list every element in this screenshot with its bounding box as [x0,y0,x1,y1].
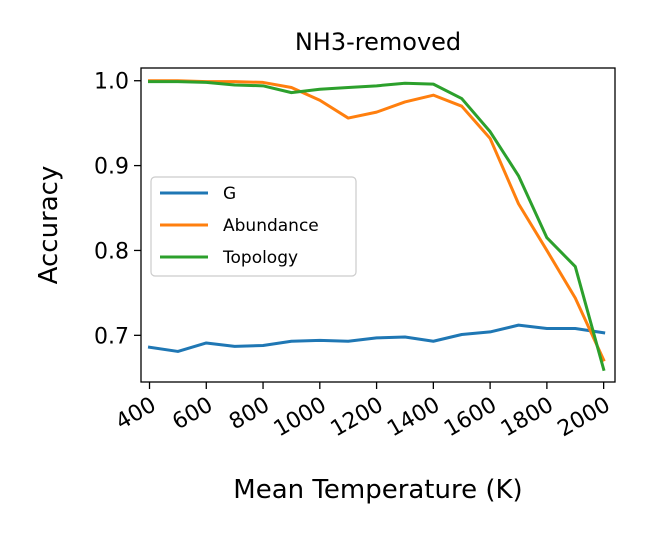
y-tick-label: 1.0 [94,70,129,95]
x-tick-label: 800 [225,393,274,436]
x-axis-label: Mean Temperature (K) [233,475,522,505]
legend: G Abundance Topology [150,176,357,277]
series-line-0 [147,323,606,353]
y-tick-label: 0.9 [94,155,129,180]
x-tick-label: 1200 [327,393,388,443]
x-tick-label: 1400 [383,393,444,443]
legend-box [150,176,357,277]
x-tick-label: 1000 [270,393,331,443]
x-tick-label: 600 [168,393,217,436]
y-axis-ticks: 0.7 0.8 0.9 1.0 [94,70,141,349]
x-tick-label: 1800 [497,393,558,443]
x-tick-label: 400 [112,393,161,436]
legend-label-1: Abundance [223,216,319,236]
x-tick-label: 2000 [554,393,615,443]
x-tick-label: 1600 [440,393,501,443]
series-line-1 [148,79,606,362]
legend-label-2: Topology [222,248,298,268]
y-tick-label: 0.7 [94,324,129,349]
series-line-2 [148,80,606,372]
chart-title: NH3-removed [295,28,461,56]
series-lines [147,79,606,372]
y-axis-label: Accuracy [34,166,64,285]
y-tick-label: 0.8 [94,239,129,264]
legend-label-0: G [223,184,236,204]
